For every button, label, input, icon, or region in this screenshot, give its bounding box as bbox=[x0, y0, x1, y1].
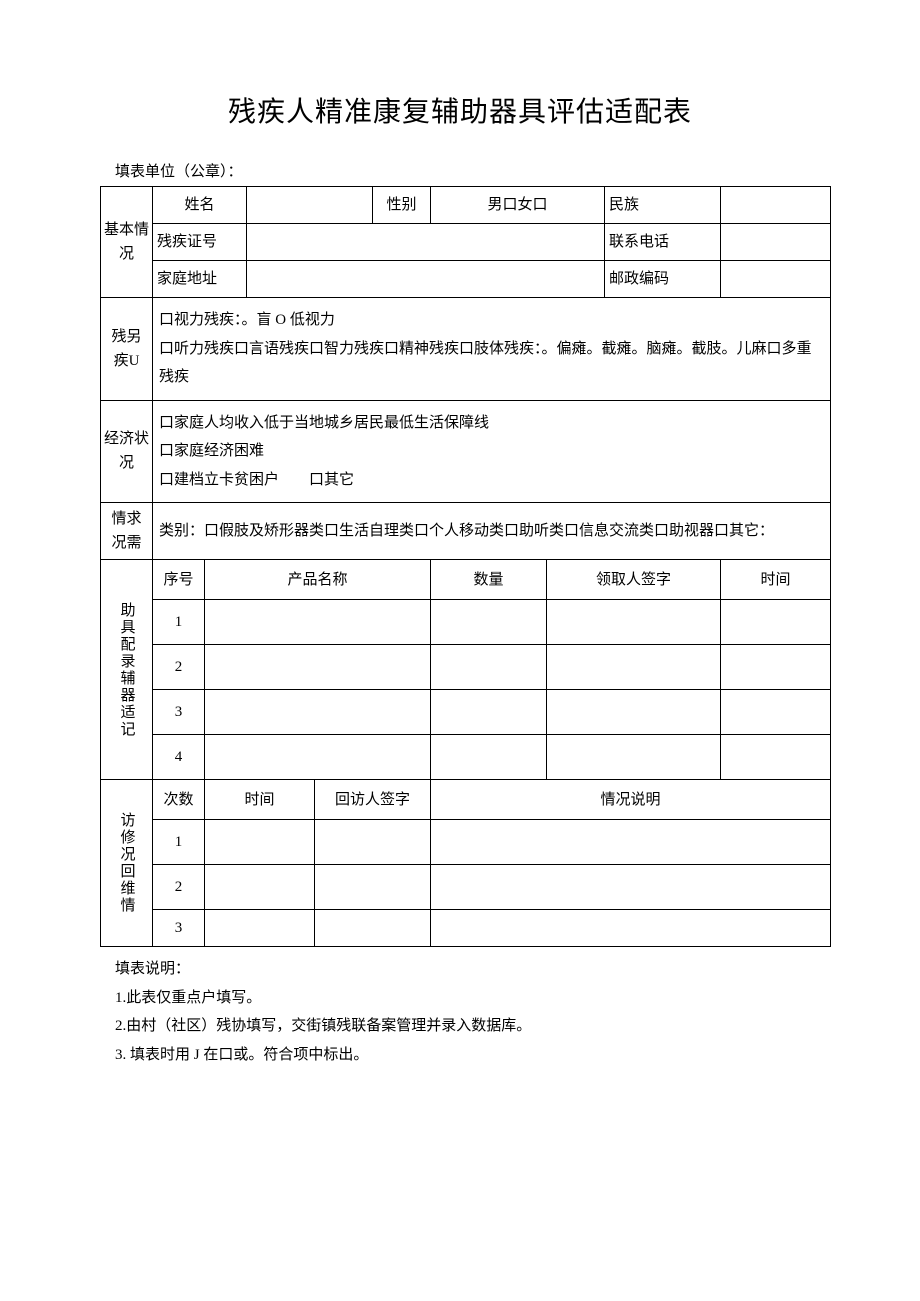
col-visit-no: 次数 bbox=[153, 780, 205, 820]
page-title: 残疾人精准康复辅助器具评估适配表 bbox=[100, 90, 820, 130]
fitting-row-seq: 1 bbox=[153, 600, 205, 645]
col-product-name: 产品名称 bbox=[205, 560, 431, 600]
fitting-row-seq: 2 bbox=[153, 645, 205, 690]
field-name[interactable] bbox=[247, 187, 373, 224]
field-needs[interactable]: 类别：口假肢及矫形器类口生活自理类口个人移动类口助听类口信息交流类口助视器口其它… bbox=[153, 503, 831, 560]
fitting-row-product[interactable] bbox=[205, 645, 431, 690]
field-disability-type[interactable]: 口视力残疾：。盲 O 低视力 口听力残疾口言语残疾口智力残疾口精神残疾口肢体残疾… bbox=[153, 298, 831, 401]
fitting-row-sign[interactable] bbox=[547, 600, 721, 645]
label-phone: 联系电话 bbox=[605, 224, 721, 261]
followup-row-time[interactable] bbox=[205, 820, 315, 865]
field-address[interactable] bbox=[247, 261, 605, 298]
section-followup: 访修况回维情 bbox=[101, 780, 153, 947]
followup-row-desc[interactable] bbox=[431, 910, 831, 947]
fitting-row-qty[interactable] bbox=[431, 645, 547, 690]
followup-row-sign[interactable] bbox=[315, 820, 431, 865]
followup-row-desc[interactable] bbox=[431, 820, 831, 865]
followup-row-desc[interactable] bbox=[431, 865, 831, 910]
field-cert-no[interactable] bbox=[247, 224, 605, 261]
col-visit-time: 时间 bbox=[205, 780, 315, 820]
fitting-row-product[interactable] bbox=[205, 690, 431, 735]
col-time: 时间 bbox=[721, 560, 831, 600]
col-description: 情况说明 bbox=[431, 780, 831, 820]
form-notes: 填表说明： 1.此表仅重点户填写。 2.由村（社区）残协填写，交街镇残联备案管理… bbox=[100, 955, 820, 1069]
section-needs: 情求况需 bbox=[101, 503, 153, 560]
note-item: 3. 填表时用 J 在口或。符合项中标出。 bbox=[115, 1041, 820, 1070]
label-address: 家庭地址 bbox=[153, 261, 247, 298]
col-receiver-sign: 领取人签字 bbox=[547, 560, 721, 600]
followup-row-no: 3 bbox=[153, 910, 205, 947]
fitting-row-sign[interactable] bbox=[547, 735, 721, 780]
fitting-row-time[interactable] bbox=[721, 690, 831, 735]
field-postcode[interactable] bbox=[721, 261, 831, 298]
form-table: 基本情况 姓名 性别 男口女口 民族 残疾证号 联系电话 家庭地址 邮政编码 残… bbox=[100, 186, 831, 947]
followup-row-time[interactable] bbox=[205, 910, 315, 947]
notes-title: 填表说明： bbox=[115, 955, 820, 984]
followup-row-sign[interactable] bbox=[315, 865, 431, 910]
fitting-row-seq: 3 bbox=[153, 690, 205, 735]
col-seq: 序号 bbox=[153, 560, 205, 600]
fitting-row-product[interactable] bbox=[205, 735, 431, 780]
label-gender: 性别 bbox=[373, 187, 431, 224]
field-economic[interactable]: 口家庭人均收入低于当地城乡居民最低生活保障线 口家庭经济困难 口建档立卡贫困户 … bbox=[153, 400, 831, 503]
label-ethnicity: 民族 bbox=[605, 187, 721, 224]
form-unit-label: 填表单位（公章）： bbox=[100, 160, 820, 181]
section-disability-type: 残另 疾U bbox=[101, 298, 153, 401]
fitting-row-qty[interactable] bbox=[431, 735, 547, 780]
note-item: 2.由村（社区）残协填写，交街镇残联备案管理并录入数据库。 bbox=[115, 1012, 820, 1041]
col-visitor-sign: 回访人签字 bbox=[315, 780, 431, 820]
fitting-row-time[interactable] bbox=[721, 645, 831, 690]
label-name: 姓名 bbox=[153, 187, 247, 224]
label-postcode: 邮政编码 bbox=[605, 261, 721, 298]
fitting-row-qty[interactable] bbox=[431, 600, 547, 645]
followup-row-no: 1 bbox=[153, 820, 205, 865]
section-economic: 经济状况 bbox=[101, 400, 153, 503]
followup-row-sign[interactable] bbox=[315, 910, 431, 947]
fitting-row-seq: 4 bbox=[153, 735, 205, 780]
field-gender[interactable]: 男口女口 bbox=[431, 187, 605, 224]
section-basic-info: 基本情况 bbox=[101, 187, 153, 298]
label-cert-no: 残疾证号 bbox=[153, 224, 247, 261]
field-ethnicity[interactable] bbox=[721, 187, 831, 224]
fitting-row-sign[interactable] bbox=[547, 690, 721, 735]
fitting-row-time[interactable] bbox=[721, 600, 831, 645]
followup-row-time[interactable] bbox=[205, 865, 315, 910]
followup-row-no: 2 bbox=[153, 865, 205, 910]
fitting-row-qty[interactable] bbox=[431, 690, 547, 735]
fitting-row-product[interactable] bbox=[205, 600, 431, 645]
col-quantity: 数量 bbox=[431, 560, 547, 600]
fitting-row-time[interactable] bbox=[721, 735, 831, 780]
section-fitting-record: 助具配录辅器适记 bbox=[101, 560, 153, 780]
note-item: 1.此表仅重点户填写。 bbox=[115, 984, 820, 1013]
field-phone[interactable] bbox=[721, 224, 831, 261]
fitting-row-sign[interactable] bbox=[547, 645, 721, 690]
